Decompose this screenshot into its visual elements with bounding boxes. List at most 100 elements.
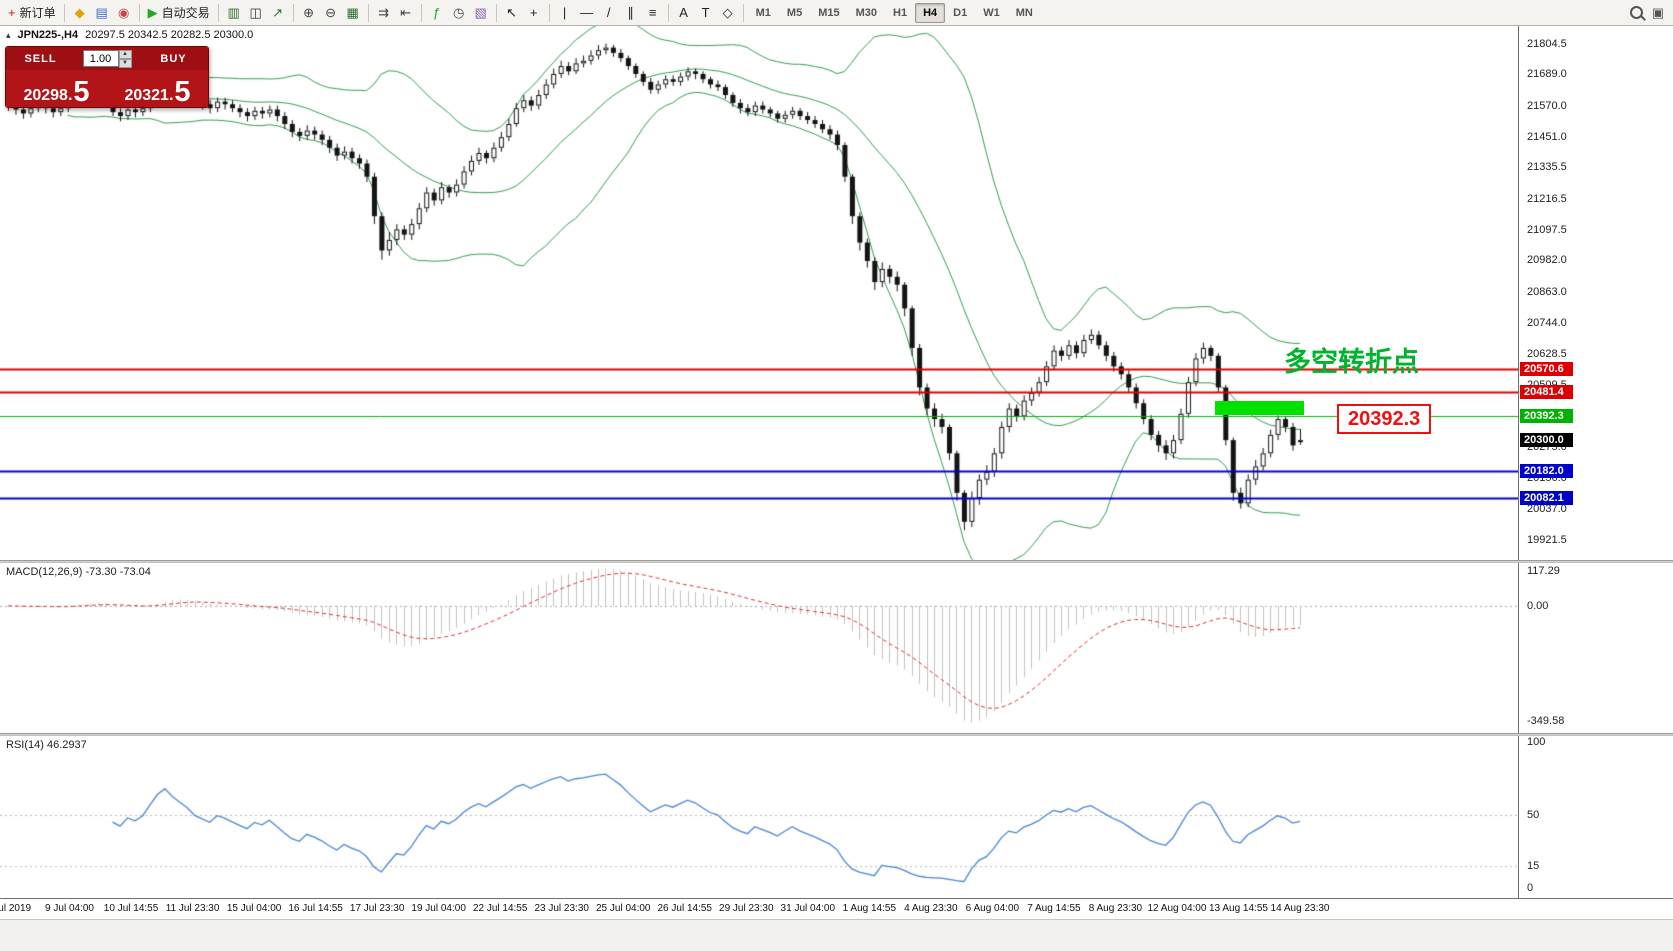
templates-icon-glyph: ▧ [474,4,487,20]
date-tick: 14 Aug 23:30 [1270,903,1330,914]
buy-price-base: 20321. [124,87,174,104]
bar-chart-icon[interactable]: ▥ [223,3,245,23]
timeframe-mn[interactable]: MN [1015,6,1033,19]
text-icon[interactable]: A [673,3,695,23]
toolbar-separator [742,3,744,22]
timeframe-m15[interactable]: M15 [818,6,840,19]
date-tick: 1 Aug 14:55 [842,903,897,914]
price-tick: 21451.0 [1527,130,1567,143]
turning-point-annotation[interactable]: 多空转折点 [1284,346,1419,377]
fibonacci-icon[interactable]: ≡ [642,3,664,23]
sell-button[interactable]: SELL [24,52,57,65]
macd-tick: 117.29 [1527,565,1560,577]
rsi-axis[interactable]: 100 50 15 0 [1518,736,1673,898]
timeframe-h1[interactable]: H1 [893,6,908,19]
auto-scroll-icon-glyph: ⇉ [378,4,390,20]
vertical-line-icon[interactable]: | [554,3,576,23]
axis-price-label: 20082.1 [1520,490,1573,505]
line-chart-icon[interactable]: ↗ [267,3,289,23]
zoom-in-icon[interactable]: ⊕ [298,3,320,23]
fibonacci-icon-glyph: ≡ [648,5,657,20]
tile-windows-icon[interactable]: ▦ [342,3,364,23]
date-tick: 25 Jul 04:00 [595,903,651,914]
auto-scroll-icon[interactable]: ⇉ [373,3,395,23]
new-order-button[interactable]: + 新订单 [4,3,60,23]
timeframe-m30[interactable]: M30 [855,6,877,19]
volume-down-button[interactable]: ▼ [118,59,132,68]
toolbar-separator [667,3,669,22]
price-axis[interactable]: 21804.5 21689.0 21570.0 21451.0 21335.5 21216… [1518,26,1673,560]
price-tick: 20628.5 [1527,347,1567,360]
navigator-icon-glyph: ◉ [117,4,130,20]
buy-price-big: 5 [174,75,191,108]
date-tick: 7 Aug 14:55 [1027,903,1081,914]
zoom-out-icon[interactable]: ⊖ [320,3,342,23]
one-click-collapse-icon[interactable]: ▴ [6,29,11,40]
market-watch-icon-glyph: ▤ [95,4,108,20]
magnifier-glass [1629,6,1643,19]
macd-canvas[interactable] [0,563,1518,733]
chart-ohlc-values: 20297.5 20342.5 20282.5 20300.0 [85,29,254,41]
sell-price[interactable]: 20298. 5 [6,70,107,107]
volume-up-button[interactable]: ▲ [118,50,132,59]
horizontal-line-icon[interactable]: — [576,3,598,23]
price-annotation-box[interactable]: 20392.3 [1337,403,1432,434]
candlestick-chart-icon[interactable]: ◫ [245,3,267,23]
price-tick: 21570.0 [1527,99,1567,112]
trendline-icon[interactable]: / [598,3,620,23]
channel-icon-glyph: ∥ [627,4,634,20]
date-tick: 19 Jul 04:00 [411,903,466,914]
date-tick: 11 Jul 23:30 [165,903,220,914]
text-label-icon-glyph: T [701,5,710,20]
templates-icon[interactable]: ▧ [470,3,492,23]
rsi-pane: RSI(14) 46.2937 100 50 15 0 [0,736,1673,898]
timeframe-h4[interactable]: H4 [915,2,946,23]
highlight-rectangle[interactable] [1214,401,1304,416]
date-tick: 16 Jul 14:55 [288,903,343,914]
price-tick: 21689.0 [1527,68,1567,81]
timeframe-w1[interactable]: W1 [983,6,1000,19]
chart-shift-icon-glyph: ⇤ [400,4,412,20]
trendline-icon-glyph: / [606,5,611,20]
zoom-in-icon-glyph: ⊕ [303,4,315,20]
crosshair-icon[interactable]: + [523,3,545,23]
timeframe-d1[interactable]: D1 [953,6,968,19]
chart-panel-icon[interactable]: ▣ [1647,3,1669,23]
market-watch-icon[interactable]: ▤ [91,3,113,23]
price-tick: 20744.0 [1527,317,1567,330]
date-tick: 6 Aug 04:00 [965,903,1020,914]
price-tick: 20863.0 [1527,285,1567,298]
pane-separator[interactable] [0,560,1673,563]
buy-button[interactable]: BUY [160,52,187,65]
toolbar-separator [367,3,369,22]
status-bar [0,919,1673,951]
navigator-icon[interactable]: ◉ [113,3,135,23]
date-tick: 23 Jul 23:30 [534,903,589,914]
price-chart-canvas[interactable] [0,26,1518,560]
bar-chart-icon-glyph: ▥ [227,4,240,20]
pane-separator[interactable] [0,733,1673,736]
vertical-line-icon-glyph: | [562,5,567,20]
toolbar-separator [138,3,140,22]
chart-shift-icon[interactable]: ⇤ [395,3,417,23]
metaeditor-icon[interactable]: ◆ [69,3,91,23]
price-tick: 19921.5 [1527,533,1567,546]
periods-icon[interactable]: ◷ [448,3,470,23]
volume-input[interactable] [82,50,119,67]
text-label-icon[interactable]: T [695,3,717,23]
shapes-icon[interactable]: ◇ [717,3,739,23]
indicators-icon[interactable]: ƒ [426,3,448,23]
cursor-icon-glyph: ↖ [506,4,518,20]
cursor-icon[interactable]: ↖ [501,3,523,23]
timeframe-m1[interactable]: M1 [755,6,771,19]
timeframe-m5[interactable]: M5 [786,6,803,19]
macd-axis[interactable]: 117.29 0.00 -349.58 [1518,563,1673,733]
channel-icon[interactable]: ∥ [620,3,642,23]
search-icon[interactable] [1625,3,1647,23]
buy-price[interactable]: 20321. 5 [107,70,208,107]
autotrading-button-label: 自动交易 [161,6,210,20]
autotrading-button[interactable]: ▶ 自动交易 [144,3,214,23]
rsi-canvas[interactable] [0,736,1518,898]
date-tick: 22 Jul 14:55 [472,903,528,914]
time-axis[interactable]: 7 Jul 2019 9 Jul 04:00 10 Jul 14:55 11 Jul … [0,898,1673,919]
